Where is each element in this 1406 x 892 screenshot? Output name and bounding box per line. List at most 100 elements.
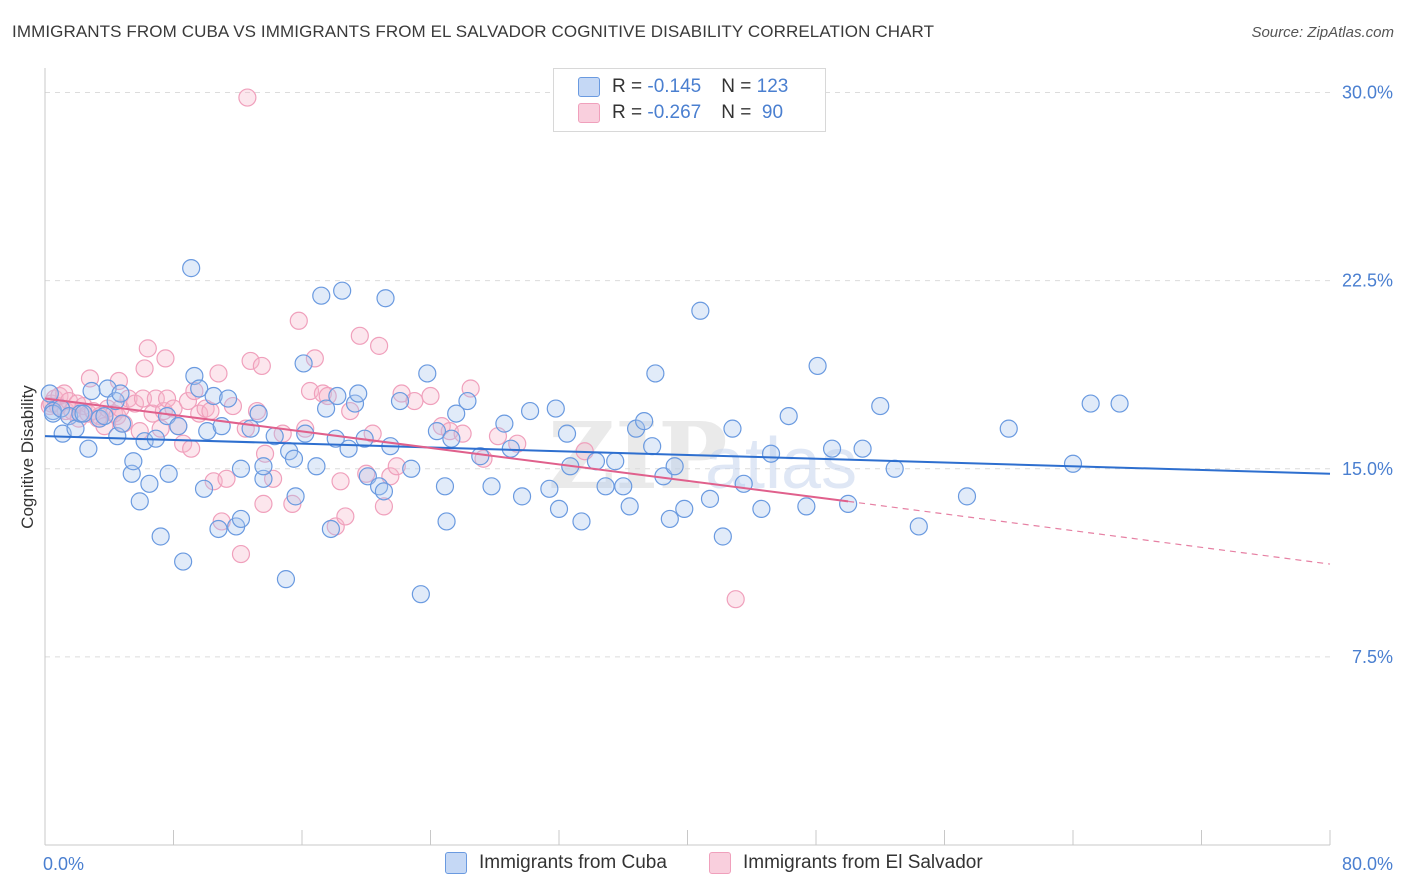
elsalvador-point bbox=[313, 384, 332, 403]
stats-legend: R = -0.145 N = 123 R = -0.267 N = 90 bbox=[553, 68, 826, 132]
gridlines bbox=[45, 92, 1330, 658]
elsalvador-point bbox=[135, 359, 154, 378]
cuba-point bbox=[370, 477, 389, 496]
cuba-point bbox=[204, 386, 223, 406]
cuba-point bbox=[614, 477, 633, 496]
cuba-point bbox=[797, 497, 816, 516]
legend-item-elsalvador[interactable]: Immigrants from El Salvador bbox=[709, 852, 983, 874]
cuba-swatch bbox=[445, 852, 467, 874]
cuba-point bbox=[957, 487, 977, 506]
n-label: N = bbox=[721, 76, 757, 97]
elsalvador-point bbox=[387, 457, 406, 476]
cuba-point bbox=[82, 381, 101, 401]
cuba-point bbox=[665, 457, 684, 476]
cuba-point bbox=[66, 419, 85, 438]
n-label: N = bbox=[721, 102, 757, 123]
cuba-point bbox=[294, 354, 313, 373]
elsalvador-point bbox=[209, 364, 228, 383]
elsalvador-points bbox=[40, 88, 745, 609]
cuba-point bbox=[402, 459, 421, 478]
elsalvador-point bbox=[185, 381, 204, 401]
cuba-point bbox=[999, 419, 1018, 438]
elsalvador-point bbox=[178, 391, 198, 411]
n-value: 123 bbox=[756, 76, 789, 97]
cuba-point bbox=[159, 464, 178, 483]
n-value: 90 bbox=[756, 102, 784, 123]
cuba-point bbox=[853, 439, 872, 458]
elsalvador-point bbox=[336, 507, 355, 526]
y-tick-label: 30.0% bbox=[1342, 83, 1393, 103]
cuba-point bbox=[520, 401, 540, 421]
elsalvador-point bbox=[289, 311, 308, 330]
cuba-point bbox=[482, 477, 501, 496]
tick-labels: 7.5% 15.0% 22.5% 30.0% 0.0% 80.0% bbox=[43, 83, 1393, 874]
cuba-point bbox=[549, 499, 569, 519]
elsalvador-point bbox=[138, 339, 157, 358]
cuba-point bbox=[95, 406, 114, 426]
cuba-point bbox=[190, 379, 209, 398]
cuba-point bbox=[458, 391, 477, 411]
r-label: R = bbox=[612, 76, 648, 97]
cuba-point bbox=[286, 487, 305, 506]
cuba-point bbox=[241, 419, 260, 438]
elsalvador-point bbox=[370, 336, 389, 355]
cuba-point bbox=[1081, 394, 1100, 413]
cuba-point bbox=[74, 404, 93, 423]
y-tick-label: 22.5% bbox=[1342, 271, 1393, 291]
cuba-point bbox=[839, 494, 858, 513]
cuba-point bbox=[606, 452, 625, 471]
cuba-point bbox=[390, 391, 410, 411]
chart-title: IMMIGRANTS FROM CUBA VS IMMIGRANTS FROM … bbox=[12, 22, 935, 41]
source-note: Source: ZipAtlas.com bbox=[1251, 24, 1394, 41]
cuba-point bbox=[643, 437, 662, 456]
cuba-point bbox=[808, 356, 827, 376]
cuba-point bbox=[557, 424, 577, 443]
cuba-point bbox=[442, 429, 461, 448]
cuba-point bbox=[339, 439, 358, 458]
cuba-point bbox=[1110, 394, 1129, 413]
elsalvador-point bbox=[133, 389, 153, 408]
cuba-point bbox=[572, 512, 591, 531]
cuba-point bbox=[321, 519, 341, 539]
cuba-point bbox=[586, 452, 606, 471]
elsalvador-point bbox=[331, 472, 350, 491]
cuba-point bbox=[909, 517, 928, 536]
r-value: -0.145 bbox=[647, 76, 702, 97]
cuba-point bbox=[276, 570, 296, 589]
cuba-point bbox=[427, 422, 447, 441]
r-label: R = bbox=[612, 102, 648, 123]
cuba-point bbox=[90, 409, 109, 428]
elsalvador-point bbox=[156, 349, 175, 368]
legend-item-cuba[interactable]: Immigrants from Cuba bbox=[445, 852, 667, 874]
cuba-point bbox=[871, 396, 890, 416]
cuba-point bbox=[328, 386, 347, 406]
cuba-point bbox=[635, 412, 654, 431]
elsalvador-trend-extension bbox=[848, 500, 1331, 565]
axes bbox=[44, 68, 1331, 846]
trend-lines bbox=[44, 397, 1331, 565]
cuba-point bbox=[437, 512, 456, 531]
cuba-point bbox=[349, 384, 368, 403]
cuba-point bbox=[691, 301, 710, 320]
cuba-point bbox=[822, 439, 842, 458]
cuba-point bbox=[151, 527, 170, 546]
cuba-point bbox=[512, 487, 532, 506]
cuba-point bbox=[675, 499, 694, 519]
cuba-point bbox=[249, 404, 268, 423]
cuba-point bbox=[374, 482, 394, 501]
cuba-point bbox=[713, 527, 732, 546]
cuba-point bbox=[112, 414, 132, 433]
cuba-swatch bbox=[578, 77, 600, 97]
legend-label-elsalvador: Immigrants from El Salvador bbox=[743, 852, 983, 873]
cuba-point bbox=[596, 477, 615, 496]
cuba-point bbox=[231, 509, 251, 529]
elsalvador-swatch bbox=[578, 103, 600, 123]
cuba-point bbox=[254, 457, 273, 476]
cuba-point bbox=[174, 552, 193, 571]
elsalvador-point bbox=[238, 88, 257, 107]
cuba-point bbox=[345, 394, 365, 413]
cuba-point bbox=[312, 286, 331, 305]
cuba-point bbox=[194, 479, 214, 498]
cuba-point bbox=[546, 399, 565, 418]
